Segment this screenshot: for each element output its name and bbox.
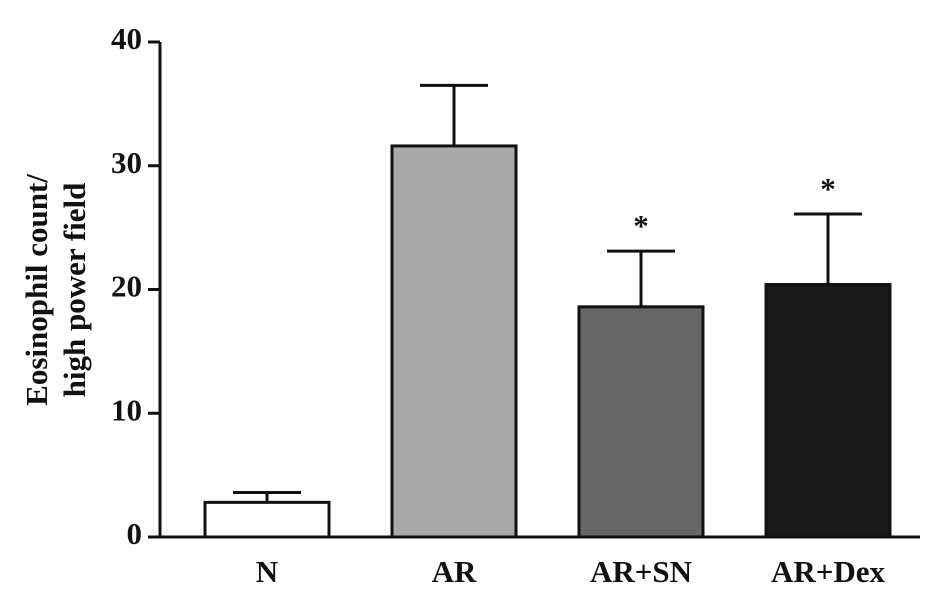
y-tick-label: 0 [127,516,143,551]
x-tick-label: AR [432,554,477,589]
y-axis-title-line: high power field [57,183,92,398]
significance-marker: * [820,171,836,206]
y-tick-label: 40 [111,21,142,56]
x-tick-label: AR+SN [590,554,692,589]
significance-marker: * [633,208,649,243]
bar [203,500,331,539]
y-tick-label: 30 [111,145,142,180]
y-axis-title-line: Eosinophil count/ [19,174,54,406]
x-tick-label: AR+Dex [771,554,886,589]
y-tick-label: 20 [111,269,142,304]
x-tick-label: N [256,554,278,589]
y-tick-label: 10 [111,392,142,427]
bar [577,305,705,539]
bar [764,283,892,539]
bar [390,144,518,539]
y-axis-title: Eosinophil count/ high power field [19,174,92,406]
